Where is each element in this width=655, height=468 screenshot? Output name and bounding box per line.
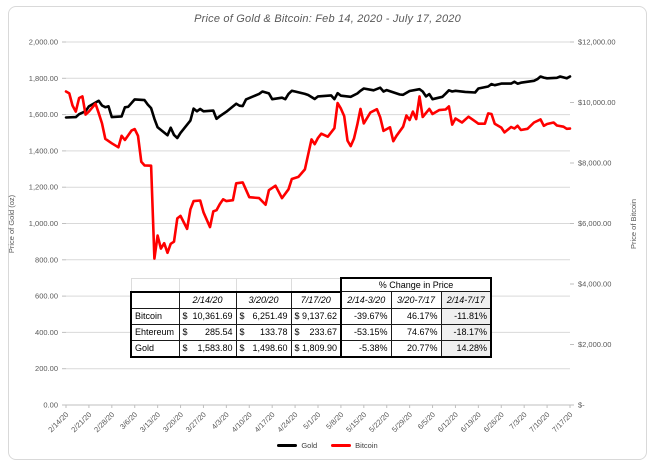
pct-change-cell: -11.81% xyxy=(440,307,492,325)
left-axis-tick-label: 800.00 xyxy=(35,255,58,264)
price-cell: $233.67 xyxy=(290,323,342,341)
pct-change-cell: -18.17% xyxy=(440,323,492,341)
asset-label: Ehtereum xyxy=(130,323,180,341)
left-axis-tick-labels: 0.00 200.00 400.00 600.00 800.00 1,000.00 1,20… xyxy=(29,38,58,410)
price-cell: $1,583.80 xyxy=(178,339,237,358)
legend: Gold Bitcoin xyxy=(0,441,655,450)
x-tick-label: 2/21/20 xyxy=(69,410,93,434)
bitcoin-line xyxy=(64,90,572,260)
price-cell: $1,809.90 xyxy=(290,339,342,358)
left-axis-tick-label: 1,400.00 xyxy=(29,146,58,155)
asset-label: Gold xyxy=(130,339,180,358)
legend-item-gold: Gold xyxy=(277,441,317,450)
x-tick-label: 5/22/20 xyxy=(367,410,391,434)
x-tick-label: 3/20/20 xyxy=(161,410,185,434)
axis-lines xyxy=(62,41,574,408)
price-cell: $1,498.60 xyxy=(235,339,292,358)
gold-line-swatch xyxy=(277,444,298,447)
left-axis-tick-label: 0.00 xyxy=(43,401,58,410)
price-cell: $10,361.69 xyxy=(178,307,237,325)
price-table: % Change in Price 2/14/20 3/20/20 7/17/20 2/… xyxy=(130,277,492,358)
change-range-header: 2/14-7/17 xyxy=(440,291,492,309)
series-lines xyxy=(64,75,572,260)
price-date-header: 2/14/20 xyxy=(178,290,237,309)
ghost-cell xyxy=(235,277,292,292)
x-tick-label: 6/19/20 xyxy=(459,410,483,434)
price-date-header: 3/20/20 xyxy=(235,290,292,309)
left-axis-tick-label: 1,600.00 xyxy=(29,110,58,119)
x-tick-label: 3/13/20 xyxy=(138,410,162,434)
x-tick-label: 5/29/20 xyxy=(390,410,414,434)
right-axis-tick-label: $- xyxy=(578,401,585,410)
x-tick-label: 4/17/20 xyxy=(253,410,277,434)
ghost-cell xyxy=(290,277,342,292)
right-axis-tick-label: $2,000.00 xyxy=(578,340,611,349)
price-cell: $285.54 xyxy=(178,323,237,341)
pct-change-cell: -53.15% xyxy=(340,323,392,341)
asset-label: Bitcoin xyxy=(130,307,180,325)
left-axis-tick-label: 1,000.00 xyxy=(29,219,58,228)
ghost-cell xyxy=(130,277,180,292)
left-axis-title: Price of Gold (oz) xyxy=(7,194,16,253)
pct-change-cell: -39.67% xyxy=(340,307,392,325)
price-cell: $9,137.62 xyxy=(290,307,342,325)
x-tick-label: 5/1/20 xyxy=(301,410,322,431)
legend-label-gold: Gold xyxy=(301,441,318,450)
x-tick-label: 7/10/20 xyxy=(527,410,551,434)
legend-label-bitcoin: Bitcoin xyxy=(355,441,378,450)
left-axis-tick-label: 1,800.00 xyxy=(29,74,58,83)
price-cell: $6,251.49 xyxy=(235,307,292,325)
price-date-header: 7/17/20 xyxy=(290,290,342,309)
pct-change-cell: 46.17% xyxy=(390,307,442,325)
change-range-header: 3/20-7/17 xyxy=(390,291,442,309)
left-axis-tick-label: 600.00 xyxy=(35,292,58,301)
right-axis-tick-label: $4,000.00 xyxy=(578,280,611,289)
x-tick-label: 6/12/20 xyxy=(436,410,460,434)
x-axis-tick-labels: 2/14/202/21/202/28/20 3/6/203/13/203/20/2… xyxy=(46,410,574,434)
x-tick-label: 4/24/20 xyxy=(275,410,299,434)
x-tick-label: 2/28/20 xyxy=(92,410,116,434)
x-tick-label: 6/26/20 xyxy=(482,410,506,434)
x-tick-label: 3/27/20 xyxy=(184,410,208,434)
left-axis-tick-label: 1,200.00 xyxy=(29,183,58,192)
chart-frame xyxy=(8,6,647,460)
left-axis-tick-label: 200.00 xyxy=(35,364,58,373)
chart-title: Price of Gold & Bitcoin: Feb 14, 2020 - … xyxy=(194,13,461,25)
row-label-header xyxy=(130,290,180,309)
right-axis-tick-label: $10,000.00 xyxy=(578,98,616,107)
left-axis-tick-label: 400.00 xyxy=(35,328,58,337)
change-range-header: 2/14-3/20 xyxy=(340,291,392,309)
right-axis-tick-label: $12,000.00 xyxy=(578,38,616,47)
x-tick-label: 7/17/20 xyxy=(550,410,574,434)
x-tick-label: 5/15/20 xyxy=(344,410,368,434)
pct-change-cell: -5.38% xyxy=(340,339,392,358)
x-tick-label: 4/10/20 xyxy=(230,410,254,434)
x-tick-label: 3/6/20 xyxy=(118,410,139,431)
x-tick-label: 4/3/20 xyxy=(210,410,231,431)
pct-change-cell: 20.77% xyxy=(390,339,442,358)
right-axis-tick-label: $8,000.00 xyxy=(578,159,611,168)
pct-change-cell: 14.28% xyxy=(440,339,492,358)
pct-change-cell: 74.67% xyxy=(390,323,442,341)
right-axis-title: Price of Bitcoin xyxy=(629,199,638,249)
x-tick-label: 5/8/20 xyxy=(324,410,345,431)
pct-change-merged-header: % Change in Price xyxy=(340,277,492,292)
bitcoin-line-swatch xyxy=(331,444,352,447)
ghost-cell xyxy=(178,277,237,292)
left-axis-tick-label: 2,000.00 xyxy=(29,38,58,47)
x-tick-label: 2/14/20 xyxy=(46,410,70,434)
x-tick-label: 6/5/20 xyxy=(416,410,437,431)
right-axis-tick-labels: $- $2,000.00 $4,000.00 $6,000.00 $8,000.00 $1… xyxy=(578,38,616,410)
right-axis-tick-label: $6,000.00 xyxy=(578,219,611,228)
legend-item-bitcoin: Bitcoin xyxy=(331,441,378,450)
price-cell: $133.78 xyxy=(235,323,292,341)
x-tick-label: 7/3/20 xyxy=(507,410,528,431)
gold-line xyxy=(64,75,572,140)
